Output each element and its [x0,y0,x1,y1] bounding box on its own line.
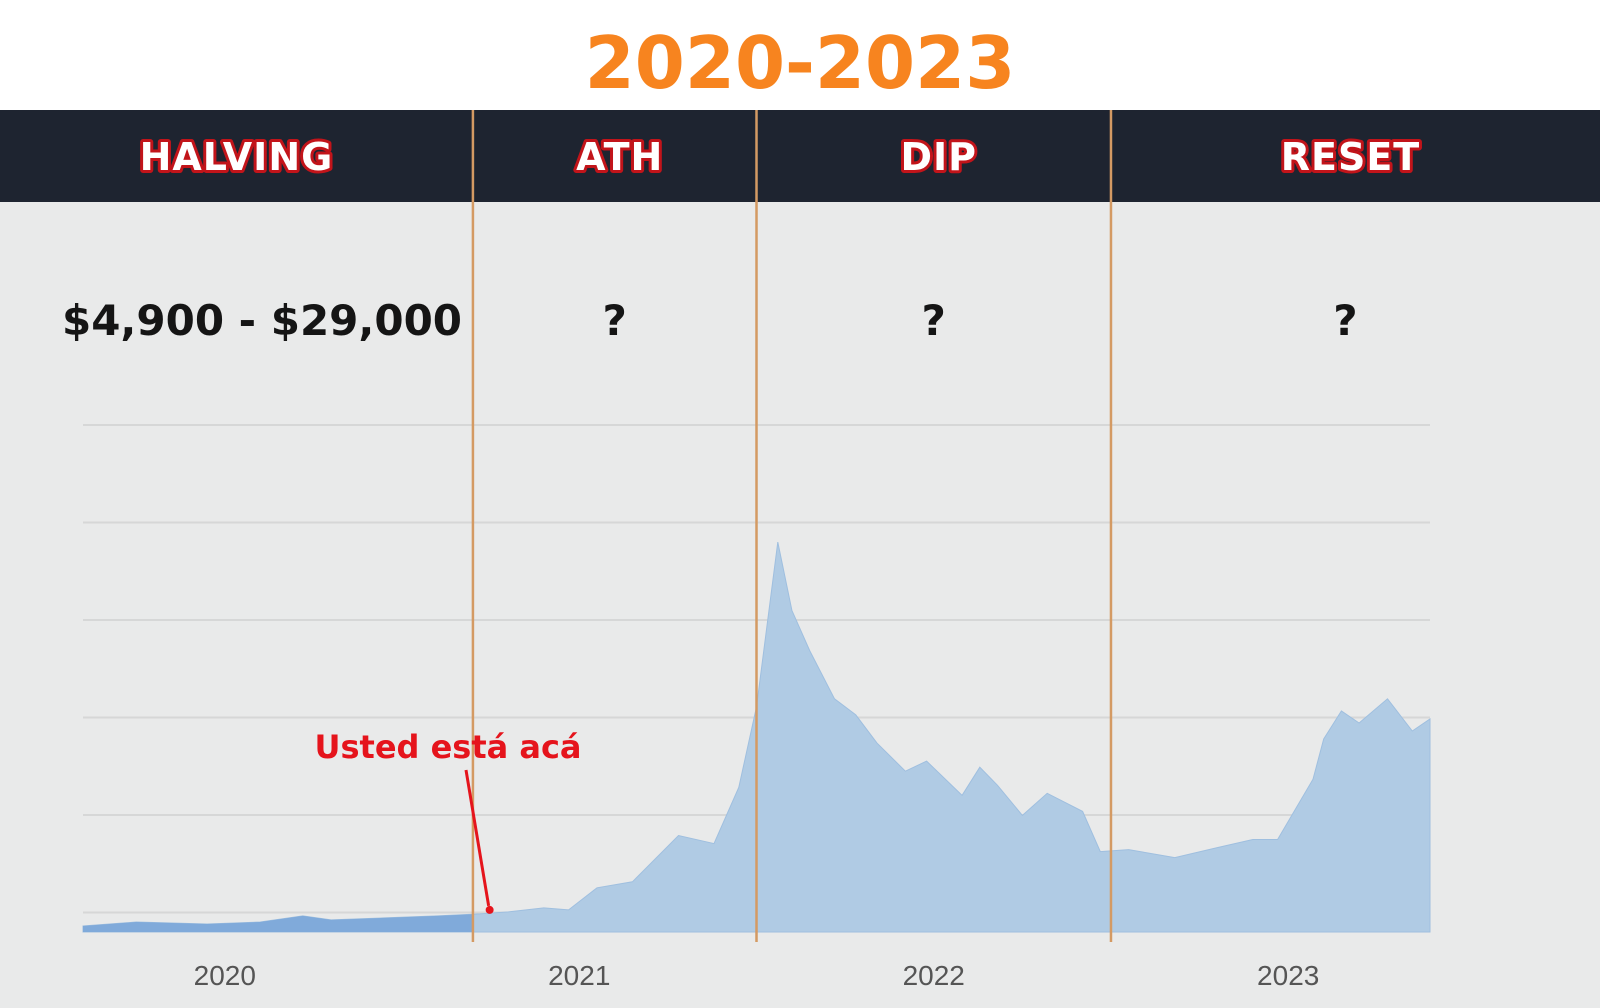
phase-header-band [0,110,1600,202]
price-area-past [83,914,473,932]
phase-range-halving: $4,900 - $29,000 [62,296,462,345]
annotation: Usted está acá [314,728,582,914]
annotation-point [485,905,494,914]
annotation-arrow [464,769,491,907]
phase-label-reset: RESET [1281,135,1420,179]
page-title: 2020-2023 [584,21,1016,105]
phase-label-ath: ATH [576,135,663,179]
phase-range-ath: ? [603,296,627,345]
phase-label-dip: DIP [900,135,977,179]
phase-label-halving: HALVING [140,135,334,179]
annotation-text: Usted está acá [314,728,581,766]
phase-range-dip: ? [922,296,946,345]
x-axis-ticks: 2020 2021 2022 2023 [194,960,1320,991]
x-tick-label: 2021 [548,960,610,991]
phase-range-reset: ? [1333,296,1357,345]
x-tick-label: 2023 [1257,960,1319,991]
phase-columns: HALVING $4,900 - $29,000 ATH? DIP? RESET? [62,110,1422,942]
x-tick-label: 2020 [194,960,256,991]
x-tick-label: 2022 [903,960,965,991]
